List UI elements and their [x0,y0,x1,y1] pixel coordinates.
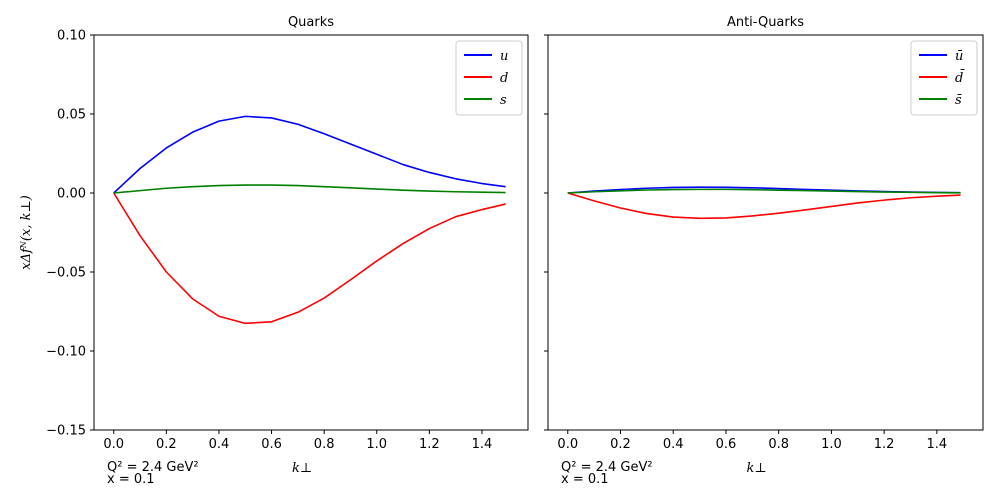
x-tick-label: 0.8 [768,437,789,452]
x-tick-label: 1.4 [472,437,493,452]
legend-label-0: u [500,49,508,64]
x-tick-label: 1.2 [874,437,895,452]
series-line-0-1 [113,192,506,325]
chart-title: Quarks [288,15,334,30]
series-line-0-2 [113,184,506,194]
y-tick-label: 0.00 [57,187,86,202]
x-tick-label: 0.4 [663,437,684,452]
series-line-0-0 [113,115,506,194]
y-tick-label: 0.10 [57,29,86,44]
x-tick-label: 0.6 [261,437,282,452]
legend: uds [455,40,523,116]
legend-label-0: ū [955,49,963,64]
x-tick-label: 0.0 [103,437,124,452]
x-tick-label: 0.2 [156,437,177,452]
x-tick-label: 0.8 [314,437,335,452]
annotation-text: x = 0.1 [107,472,155,487]
x-axis-label: k⊥ [292,461,312,476]
legend-label-2: s [500,93,507,108]
x-tick-label: 0.4 [209,437,230,452]
chart-panel-0: 0.0 0.2 0.4 0.6 0.8 1.0 1.2 1.4 0.10 0.05 0.00 −0.0… [19,15,529,487]
y-axis-label: xΔfᴺ(x, k⊥) [19,195,34,270]
x-tick-label: 0.2 [610,437,631,452]
annotation-text: Q² = 2.4 GeV² [561,460,653,475]
x-tick-label: 1.0 [366,437,387,452]
series-line-1-1 [567,192,961,220]
legend: ū d̄ s̄ [910,40,978,116]
plot-frame [93,34,529,431]
chart-title: Anti-Quarks [727,15,804,30]
y-tick-label: 0.05 [57,108,86,123]
series-line-1-2 [567,188,961,194]
y-tick-label: −0.05 [46,266,86,281]
annotation-text: x = 0.1 [561,472,609,487]
x-tick-label: 0.6 [716,437,737,452]
y-tick-label: −0.10 [46,345,86,360]
plot-frame [547,34,984,431]
x-axis-label: k⊥ [746,461,766,476]
x-tick-label: 1.0 [821,437,842,452]
legend-label-1: d̄ [955,69,965,86]
legend-label-2: s̄ [955,93,962,108]
y-tick-label: −0.15 [46,424,86,439]
x-tick-label: 0.0 [557,437,578,452]
annotation-text: Q² = 2.4 GeV² [107,460,199,475]
x-tick-label: 1.2 [419,437,440,452]
chart-panel-1: 0.0 0.2 0.4 0.6 0.8 1.0 1.2 1.4 Anti-Quarks k⊥ Q² … [544,15,984,487]
legend-label-1: d [500,71,508,86]
x-tick-label: 1.4 [927,437,948,452]
